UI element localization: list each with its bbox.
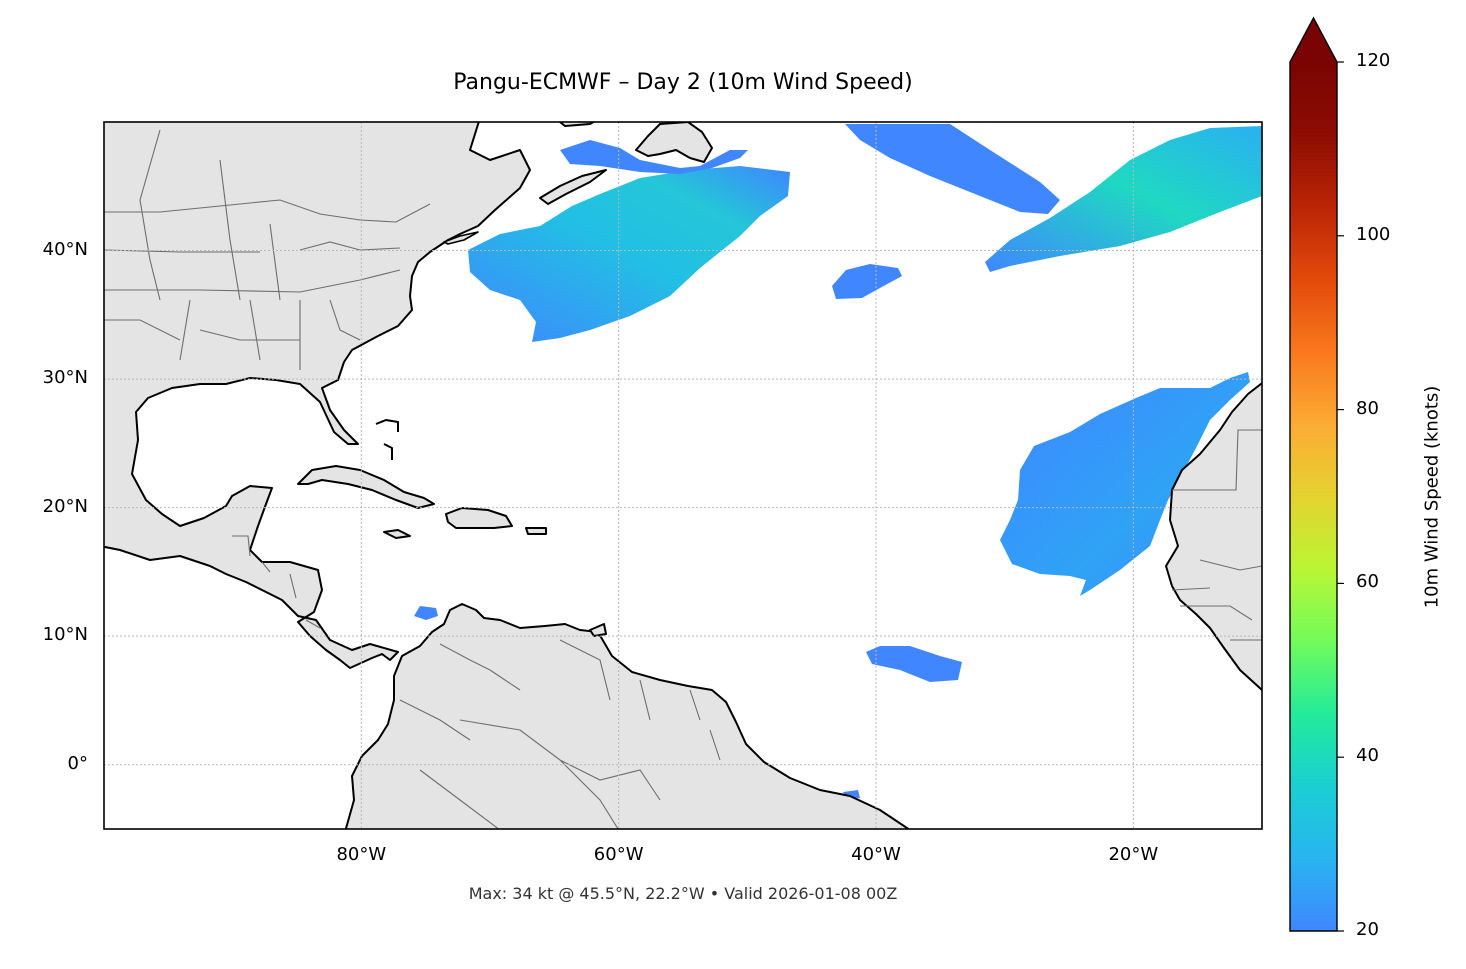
greenland-tip (558, 122, 596, 127)
wind-area-canary-trades (1000, 372, 1250, 596)
lat-tick-label: 20°N (42, 495, 88, 517)
colorbar-tick-label: 120 (1356, 50, 1391, 71)
west-africa-land (1165, 381, 1262, 691)
newfoundland (635, 122, 713, 163)
colorbar-ticks (1337, 61, 1344, 932)
bahamas (375, 419, 399, 460)
graticule (104, 122, 1262, 829)
landmasses (104, 122, 1262, 829)
map-title: Pangu-ECMWF – Day 2 (10m Wind Speed) (453, 70, 913, 95)
colorbar-tick-label: 20 (1356, 919, 1379, 940)
lat-tick-label: 30°N (42, 367, 88, 389)
lon-tick-label: 20°W (1108, 844, 1159, 865)
map-frame (103, 121, 1263, 830)
colorbar-label: 10m Wind Speed (knots) (1421, 385, 1443, 609)
wind-area-caribbean-patch (414, 606, 438, 620)
colorbar-tick-label: 80 (1356, 397, 1379, 419)
colorbar-tick-label: 40 (1356, 745, 1379, 767)
nova-scotia (539, 169, 607, 205)
south-america-land (344, 603, 911, 829)
lat-tick-label: 0° (67, 752, 88, 774)
lon-tick-label: 40°W (851, 844, 901, 865)
lat-tick-label: 40°N (42, 238, 88, 260)
colorbar-tick-label: 100 (1356, 223, 1391, 245)
map-footer: Max: 34 kt @ 45.5°N, 22.2°W • Valid 2026… (468, 884, 898, 903)
wind-area-st-lawrence (560, 140, 748, 174)
political-borders (104, 129, 1262, 829)
trinidad (589, 623, 607, 637)
wind-area-mid-atlantic-patch (832, 264, 902, 299)
wind-area-north-atlantic-jet-east-fringe (845, 124, 1060, 214)
long-island (443, 231, 479, 245)
colorbar (1289, 16, 1344, 932)
map-area (104, 122, 1262, 829)
wind-area-tropical-patch (866, 646, 962, 682)
jamaica (383, 529, 411, 539)
colorbar-tick-label: 60 (1356, 571, 1379, 593)
colorbar-outline (1289, 16, 1338, 932)
wind-shading (414, 124, 1262, 799)
colorbar-extend-arrow (1290, 18, 1337, 62)
wind-area-north-atlantic-jet-west (468, 166, 790, 342)
lon-tick-label: 60°W (593, 844, 644, 865)
lon-tick-label: 80°W (336, 844, 387, 865)
wind-area-north-atlantic-jet-east (985, 126, 1262, 272)
hispaniola (445, 507, 513, 529)
lat-tick-label: 10°N (42, 624, 88, 646)
north-america-land (104, 122, 531, 669)
cuba (297, 465, 435, 509)
colorbar-gradient (1290, 62, 1337, 931)
puerto-rico (525, 527, 547, 535)
